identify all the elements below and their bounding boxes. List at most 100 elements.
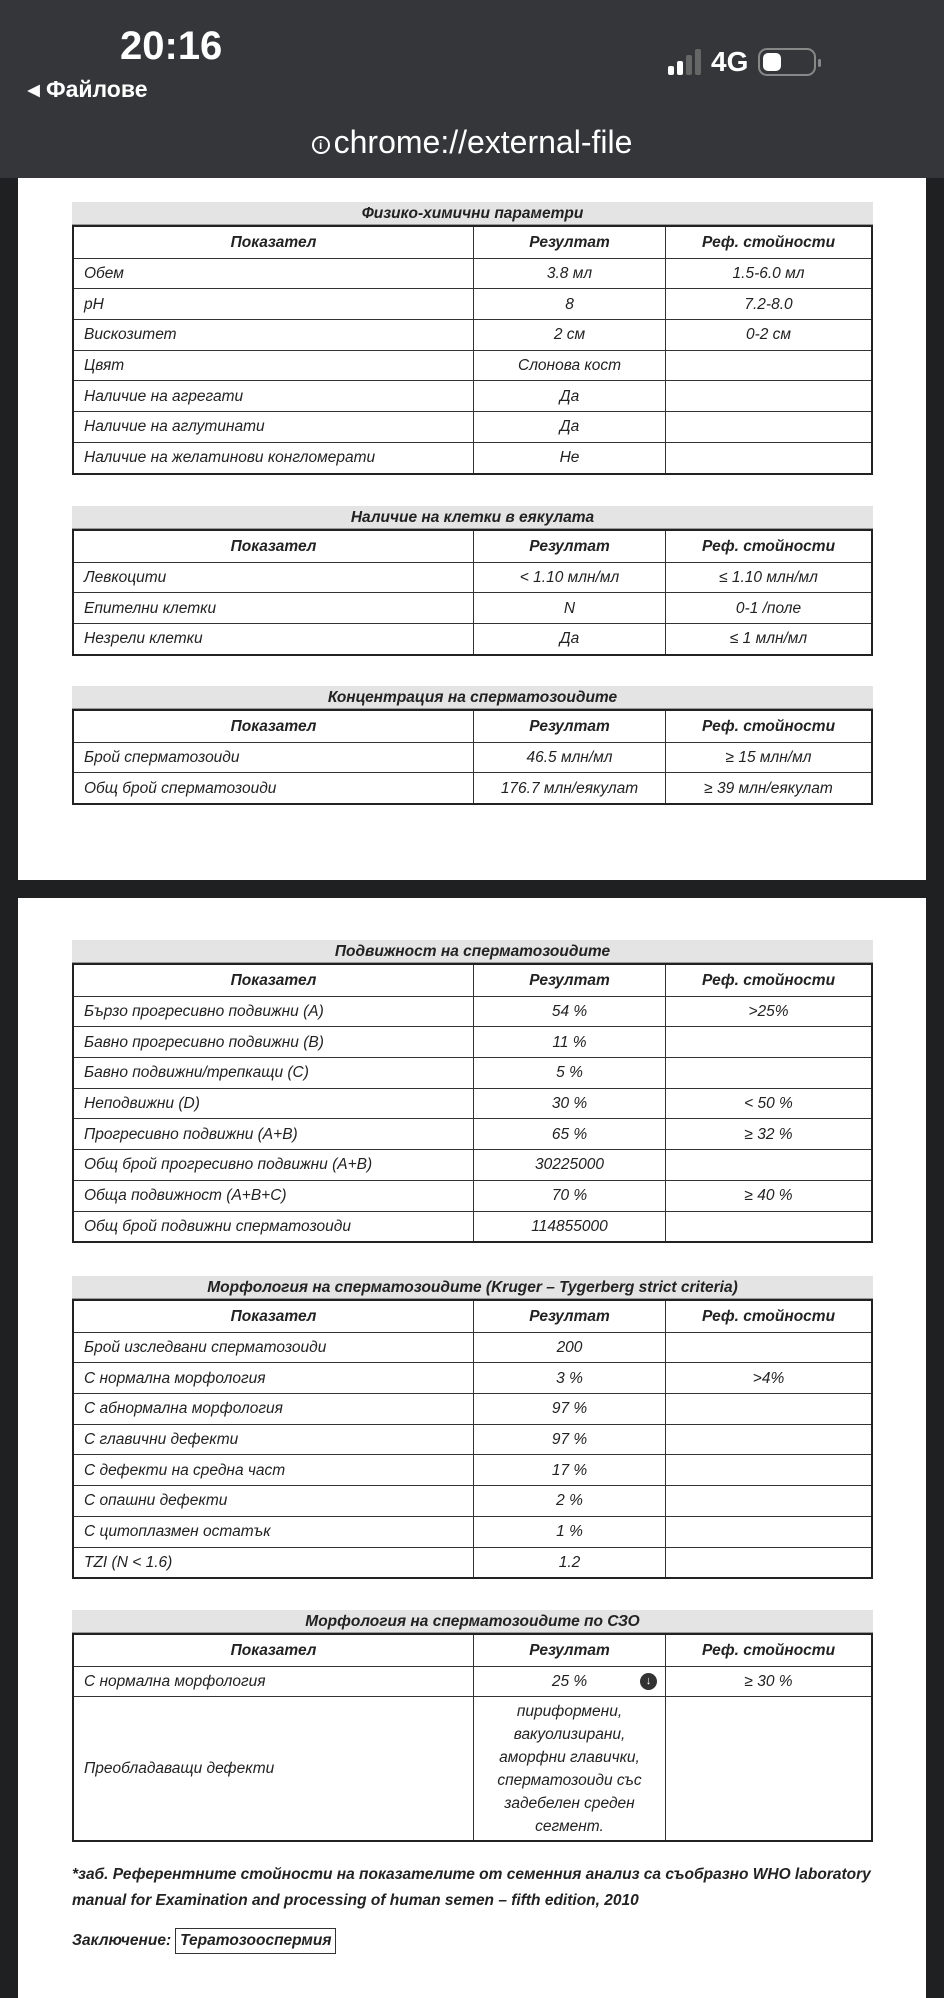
info-icon[interactable]: i [311,135,330,154]
table-header-row: Показател Резултат Реф. стойности [74,965,871,996]
cell-reference: ≥ 30 % [666,1667,871,1697]
cell-text: 8 [565,295,574,313]
status-and-address-bar: 20:16 ◂ Файлове 4G i chrome://external-fi… [0,0,944,178]
header-reference: Реф. стойности [701,1307,836,1325]
cell-reference [666,1697,871,1840]
cell-indicator: Наличие на аглутинати [74,412,474,442]
table-grid: Показател Резултат Реф. стойности Левкоцити… [72,529,873,656]
cell-text: 97 % [551,1431,588,1449]
cell-text: 114855000 [531,1217,608,1235]
cell-indicator: Наличие на агрегати [74,381,474,412]
cell-indicator: Бавно прогресивно подвижни (B) [74,1027,474,1058]
cell-reference: ≥ 39 млн/еякулат [666,773,871,803]
cell-reference [666,1548,871,1578]
cell-indicator: Цвят [74,350,474,381]
cell-result: 97 % [474,1394,666,1424]
header-result: Резултат [474,227,666,258]
table-row: Брой сперматозоиди 46.5 млн/мл ≥ 15 млн/мл [74,741,871,773]
cell-result: 2 % [474,1486,666,1516]
cell-text: Слонова кост [518,357,621,375]
address-bar[interactable]: i chrome://external-file [0,124,944,161]
cell-text: С абнормална морфология [84,1400,283,1418]
cell-text: Наличие на аглутинати [84,418,265,436]
cell-reference: 0-1 /поле [666,593,871,623]
cell-text: Епителни клетки [84,599,217,617]
cell-indicator: Епителни клетки [74,593,474,624]
results-table: Подвижност на сперматозоидите Показател Ре… [72,940,873,1244]
table-header-row: Показател Резултат Реф. стойности [74,1301,871,1332]
cell-indicator: Неподвижни (D) [74,1088,474,1119]
cell-text: N [563,599,576,617]
cell-indicator: С главични дефекти [74,1424,474,1455]
header-result: Резултат [474,1635,666,1666]
header-reference: Реф. стойности [701,537,836,555]
cell-reference [666,1455,871,1485]
cell-reference: 1.5-6.0 мл [666,259,871,289]
table-row: Прогресивно подвижни (A+B) 65 % ≥ 32 % [74,1118,871,1150]
cell-text: 54 % [551,1003,588,1021]
table-grid: Показател Резултат Реф. стойности Брой спер… [72,709,873,806]
cell-text: 200 [556,1339,583,1357]
signal-icon [668,49,701,75]
network-type: 4G [711,46,749,77]
cell-indicator: Обща подвижност (A+B+C) [74,1180,474,1211]
cell-text: 46.5 млн/мл [526,749,613,767]
back-label: Файлове [45,76,148,102]
table-title: Морфология на сперматозоидите (Kruger – … [72,1276,873,1299]
cell-text: Левкоцити [84,569,167,587]
table-row: С опашни дефекти 2 % [74,1485,871,1516]
table-row: С нормална морфология 25 % ↓ ≥ 30 % [74,1665,871,1697]
cell-text: 1.5-6.0 мл [732,265,805,283]
cell-text: 3 % [556,1369,583,1387]
cell-indicator: TZI (N < 1.6) [74,1547,474,1578]
cell-text: 30 % [551,1095,588,1113]
cell-result: 46.5 млн/мл [474,742,666,773]
table-title: Морфология на сперматозоидите по СЗО [72,1610,873,1633]
cell-text: Незрели клетки [84,630,203,648]
cell-text: 11 % [552,1033,587,1051]
cell-result: 70 % [474,1180,666,1211]
cell-text: 3.8 мл [546,265,593,283]
cell-text: С нормална морфология [84,1673,266,1691]
table-row: Незрели клетки Да ≤ 1 млн/мл [74,623,871,654]
table-row: Бавно прогресивно подвижни (B) 11 % [74,1026,871,1058]
cell-result: < 1.10 млн/мл [474,562,666,593]
cell-text: ≤ 1 млн/мл [729,630,808,648]
cell-reference: ≤ 1 млн/мл [666,624,871,654]
cell-text: ≥ 15 млн/мл [725,749,812,767]
back-to-files-button[interactable]: ◂ Файлове [28,76,148,102]
cell-text: Прогресивно подвижни (A+B) [84,1125,298,1143]
header-indicator: Показател [74,1301,474,1332]
cell-result: Да [474,381,666,412]
cell-text: Да [559,418,580,436]
cell-text: ≥ 32 % [744,1125,793,1143]
table-grid: Показател Резултат Реф. стойности Бързо про… [72,963,873,1244]
cell-text: Обем [84,265,124,283]
cell-text: ≥ 40 % [744,1187,793,1205]
cell-text: < 50 % [744,1095,793,1113]
cell-indicator: Бързо прогресивно подвижни (A) [74,996,474,1027]
cell-indicator: Преобладаващи дефекти [74,1697,474,1841]
cell-result: 1.2 [474,1547,666,1578]
table-row: Епителни клетки N 0-1 /поле [74,592,871,624]
cell-indicator: Левкоцити [74,562,474,593]
cell-result: N [474,593,666,624]
conclusion-label: Заключение: [72,1932,172,1949]
table-grid: Показател Резултат Реф. стойности С нормалн… [72,1633,873,1843]
table-row: С абнормална морфология 97 % [74,1393,871,1424]
cell-text: Бавно подвижни/трепкащи (C) [84,1064,309,1082]
cell-result: 17 % [474,1455,666,1486]
cell-result: 30225000 [474,1150,666,1180]
cell-result: Слонова кост [474,350,666,381]
header-reference: Реф. стойности [701,233,836,251]
table-row: Преобладаващи дефекти пириформени, вакуол… [74,1696,871,1841]
cell-text: Брой изследвани сперматозоиди [84,1339,327,1357]
cell-text: Неподвижни (D) [84,1095,200,1113]
cell-result: 1 % [474,1516,666,1547]
cell-result: 5 % [474,1058,666,1088]
table-row: Цвят Слонова кост [74,349,871,381]
header-result: Резултат [474,531,666,562]
table-row: Общ брой сперматозоиди 176.7 млн/еякулат ≥… [74,772,871,804]
header-reference: Реф. стойности [701,717,836,735]
header-result: Резултат [474,965,666,996]
